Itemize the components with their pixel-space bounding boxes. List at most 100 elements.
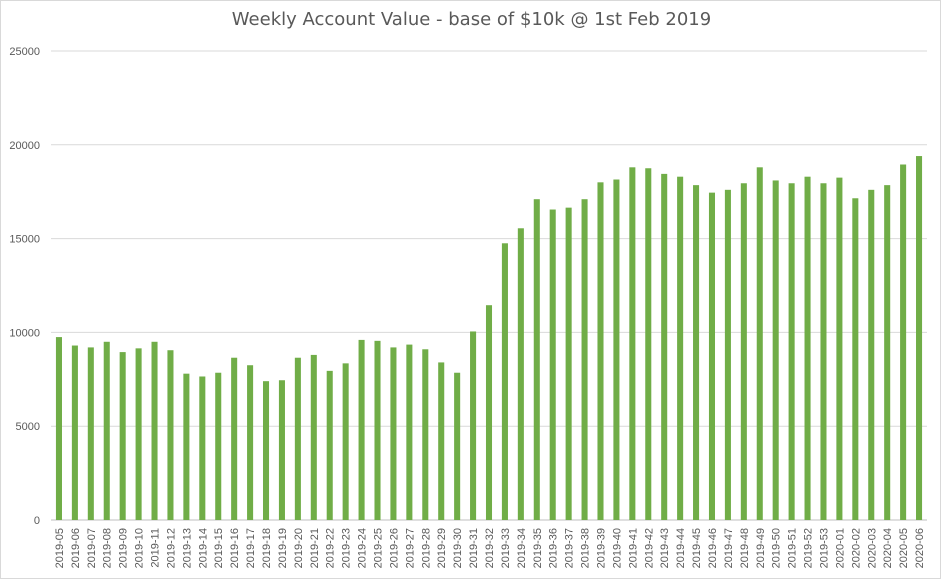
x-tick-label: 2019-07 [86,528,98,568]
bar [581,199,588,521]
bar [262,381,270,520]
x-tick-label: 2019-05 [54,528,66,568]
bar [565,207,572,520]
y-tick-label: 5000 [16,421,40,433]
y-tick-label: 0 [34,515,40,527]
bar [613,179,620,521]
bar [71,345,78,520]
bar [788,183,795,520]
x-tick-label: 2019-10 [134,528,146,568]
bar [55,337,62,520]
bar [645,168,652,520]
bar [677,176,684,520]
bar [756,167,763,520]
x-tick-label: 2019-22 [325,528,337,568]
bar [549,209,556,520]
bar [358,339,365,520]
x-tick-label: 2019-53 [818,528,830,568]
bar [247,365,254,520]
x-tick-label: 2019-50 [771,528,783,568]
bar [485,305,493,520]
bar [199,376,206,520]
bar [724,189,731,520]
x-tick-label: 2019-47 [723,528,735,568]
x-tick-label: 2020-06 [914,528,926,568]
x-tick-label: 2019-23 [341,528,353,568]
bar [517,228,524,521]
x-tick-label: 2019-43 [659,528,671,568]
x-tick-label: 2019-11 [150,528,162,568]
x-tick-label: 2019-26 [388,528,400,568]
x-tick-label: 2019-40 [611,528,623,568]
bar [294,357,301,520]
x-tick-label: 2019-44 [675,528,687,568]
bar [470,331,477,520]
x-tick-label: 2019-13 [181,528,193,568]
bar [820,183,827,520]
bar [422,349,429,520]
y-tick-label: 15000 [9,234,40,246]
bar [454,372,461,520]
x-tick-label: 2019-37 [564,528,576,568]
bar [167,350,174,520]
x-tick-label: 2019-12 [165,528,177,568]
x-tick-label: 2019-51 [787,528,799,568]
bar [135,348,142,520]
x-tick-label: 2019-28 [420,528,432,568]
bar [708,192,716,520]
x-tick-label: 2019-14 [197,528,209,568]
x-tick-label: 2019-38 [580,528,592,568]
x-tick-label: 2019-42 [643,528,655,568]
bar [597,182,604,520]
bar [278,380,285,520]
x-tick-label: 2019-34 [516,528,528,568]
bar [740,183,747,520]
x-tick-label: 2019-33 [500,528,512,568]
bar [183,373,190,520]
x-tick-label: 2019-49 [755,528,767,568]
bar [215,372,222,520]
x-tick-label: 2019-45 [691,528,703,568]
x-tick-label: 2019-19 [277,528,289,568]
x-tick-label: 2020-04 [882,528,894,568]
y-tick-label: 20000 [9,140,40,152]
bar [884,185,891,520]
x-tick-label: 2019-15 [213,528,225,568]
x-tick-label: 2019-52 [803,528,815,568]
y-tick-label: 25000 [9,46,40,58]
bar [836,177,843,520]
x-tick-label: 2019-41 [627,528,639,568]
bar [533,199,540,521]
x-tick-label: 2019-36 [548,528,560,568]
x-tick-label: 2019-20 [293,528,305,568]
y-tick-label: 10000 [9,327,40,339]
chart-title: Weekly Account Value - base of $10k @ 1s… [231,9,712,30]
x-tick-label: 2019-21 [309,528,321,568]
bar [310,354,317,520]
bar [231,357,238,520]
bar [804,176,811,520]
bar [151,341,158,520]
bar [342,363,349,520]
x-tick-label: 2019-06 [70,528,82,568]
x-tick-label: 2019-17 [245,528,257,568]
x-tick-label: 2020-02 [850,528,862,568]
x-tick-label: 2019-08 [102,528,114,568]
bar [87,347,94,520]
bar [916,156,923,520]
x-tick-label: 2019-29 [436,528,448,568]
x-tick-label: 2019-35 [532,528,544,568]
bar [693,185,700,520]
bar [501,243,508,521]
x-tick-label: 2019-48 [739,528,751,568]
x-tick-label: 2019-31 [468,528,480,568]
x-tick-label: 2020-03 [866,528,878,568]
bar [852,198,859,521]
bar [868,189,875,520]
bar [438,362,445,520]
x-tick-label: 2019-24 [357,528,369,568]
bar [119,352,126,520]
bar [103,341,110,520]
